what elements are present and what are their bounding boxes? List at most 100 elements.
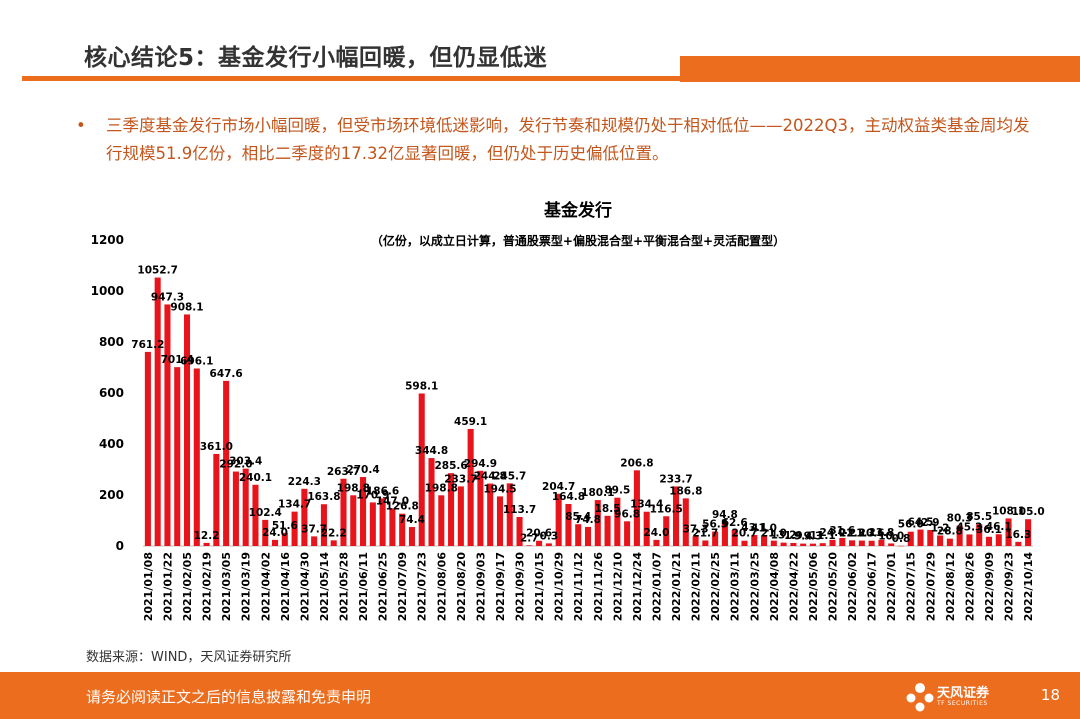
data-label: 245.7 [493, 470, 526, 482]
data-label: 22.2 [321, 527, 347, 539]
bar [614, 497, 621, 546]
slide-title: 核心结论5：基金发行小幅回暖，但仍显低迷 [84, 45, 548, 71]
data-label: 21.3 [849, 528, 875, 540]
bar [809, 543, 816, 546]
data-label: 105.0 [1012, 506, 1045, 518]
data-label: 198.8 [425, 482, 458, 494]
x-tick-label: 2021/03/19 [240, 552, 253, 621]
bar-series [144, 277, 1032, 547]
bar [770, 540, 777, 546]
bar [506, 483, 513, 546]
data-label: 102.4 [249, 507, 282, 519]
data-label: 108.1 [992, 505, 1025, 517]
data-label: 1.2 [931, 522, 950, 534]
data-label: 0.8 [892, 533, 911, 545]
disclaimer-link[interactable]: 请务必阅读正文之后的信息披露和免责申明 [86, 688, 372, 706]
bar [966, 534, 973, 546]
data-label: 459.1 [454, 416, 487, 428]
x-tick-label: 2022/05/06 [807, 552, 820, 622]
x-tick-label: 2021/12/24 [631, 552, 644, 622]
data-label: 1052.7 [137, 265, 178, 277]
data-label: 51.6 [272, 520, 298, 532]
x-tick-label: 2022/05/20 [827, 552, 840, 622]
data-label: 947.3 [151, 291, 184, 303]
y-tick-label: 1200 [91, 233, 124, 247]
title-accent-bar [680, 56, 1080, 82]
bar [897, 545, 904, 547]
data-label: 31.6 [829, 525, 855, 537]
bar [555, 493, 562, 546]
data-label: 263.7 [327, 466, 360, 478]
title-bar: 核心结论5：基金发行小幅回暖，但仍显低迷 [0, 26, 1080, 82]
bar [164, 304, 171, 546]
x-tick-label: 2021/11/26 [592, 552, 605, 622]
data-label: 64.5 [908, 517, 934, 529]
data-label: 194.5 [483, 483, 516, 495]
x-tick-label: 2021/07/09 [396, 552, 409, 621]
data-label: 74.8 [575, 514, 601, 526]
bar [203, 542, 210, 546]
x-tick-label: 2022/09/23 [1003, 552, 1016, 621]
data-label: 24.0 [644, 527, 670, 539]
data-label: 11.1 [810, 530, 836, 542]
bar [232, 471, 239, 546]
x-tick-label: 2021/04/16 [279, 552, 292, 622]
bar [350, 495, 357, 546]
bar [340, 478, 347, 546]
data-label: 244.8 [474, 471, 507, 483]
x-tick-label: 2021/09/03 [474, 552, 487, 621]
bar [976, 524, 983, 546]
bar [643, 511, 650, 546]
bar [917, 529, 924, 546]
bar [888, 543, 895, 546]
bar [594, 500, 601, 546]
x-tick-label: 2021/09/30 [514, 552, 527, 622]
data-label: 43.1 [741, 522, 767, 534]
data-label: 74.4 [399, 514, 425, 526]
bar [584, 526, 592, 546]
bar [829, 539, 836, 546]
bar [741, 540, 748, 546]
bar [790, 542, 797, 546]
bar [839, 537, 846, 546]
data-label: 134.7 [278, 499, 311, 511]
bar [858, 540, 865, 546]
data-label: 761.2 [131, 339, 164, 351]
bar [448, 473, 455, 546]
bar [467, 428, 474, 546]
x-tick-label: 2022/01/07 [650, 552, 663, 621]
x-tick-label: 2022/08/12 [944, 552, 957, 621]
bar [291, 511, 298, 546]
bar [672, 486, 680, 546]
bar [907, 531, 914, 546]
x-tick-label: 2021/07/23 [416, 552, 429, 621]
data-label: 24.0 [262, 527, 288, 539]
data-label: 701.4 [161, 354, 194, 366]
bar [438, 495, 445, 546]
y-tick-label: 400 [99, 437, 124, 451]
bar [183, 314, 191, 546]
bar [878, 539, 885, 546]
data-label: 24.0 [820, 527, 846, 539]
data-label: 198.8 [337, 482, 370, 494]
y-axis: 0 200 400 600 800 1000 1200 [91, 233, 124, 553]
data-label: 12.2 [194, 530, 220, 542]
y-tick-label: 1000 [91, 284, 124, 298]
data-source-note: 数据来源：WIND，天风证券研究所 [86, 650, 292, 665]
x-tick-label: 2022/10/14 [1022, 552, 1035, 622]
data-label: 80.3 [947, 513, 973, 525]
bar [712, 531, 719, 546]
data-label: 37.7 [301, 523, 327, 535]
bar [692, 536, 699, 546]
data-label: 186.6 [366, 485, 399, 497]
brand-name: 天风证券 [937, 686, 990, 701]
bar [1015, 541, 1022, 546]
bar [389, 508, 396, 546]
bar [624, 521, 631, 546]
x-tick-label: 2022/08/26 [963, 552, 976, 622]
bar [330, 540, 337, 546]
data-label: 89.5 [604, 485, 630, 497]
y-tick-label: 800 [99, 335, 124, 349]
data-label: 56.5 [702, 519, 728, 531]
bullet-marker: • [76, 116, 86, 135]
